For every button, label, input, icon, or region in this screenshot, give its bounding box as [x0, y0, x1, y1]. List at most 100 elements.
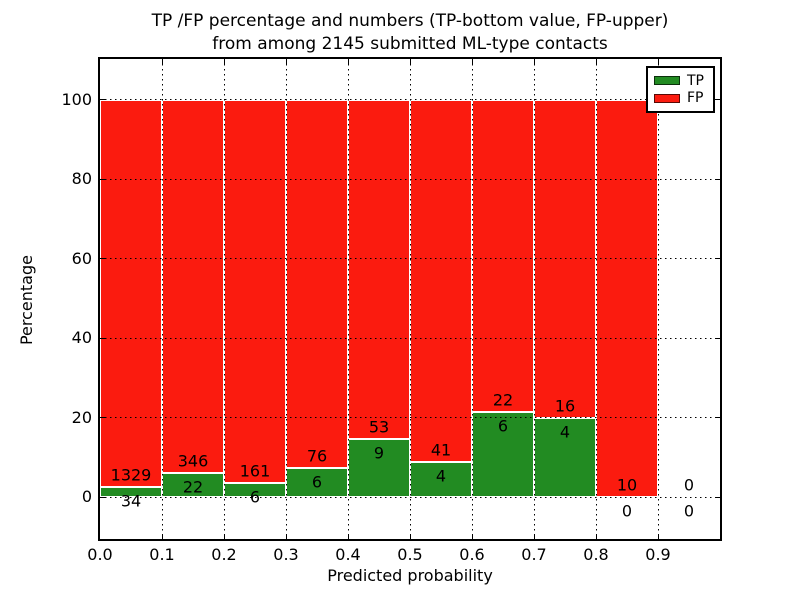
y-tick-mark-right [715, 337, 720, 339]
tp-count-label: 22 [182, 477, 204, 497]
y-gridline [100, 496, 720, 498]
x-tick-mark-top [595, 59, 597, 64]
y-tick-mark-left [100, 258, 105, 259]
bar-tp-segment [410, 461, 472, 497]
fp-count-label: 346 [177, 451, 209, 471]
x-gridline [657, 59, 659, 539]
x-tick-label: 0.0 [87, 545, 113, 564]
x-tick-mark-top [161, 59, 163, 64]
y-tick-mark-left [100, 417, 105, 418]
legend: TP FP [646, 66, 715, 113]
y-tick-mark-right [715, 178, 720, 180]
y-tick-mark-left [100, 496, 105, 498]
x-tick-mark-top [223, 59, 225, 64]
tp-count-label: 0 [621, 501, 633, 521]
x-tick-label: 0.1 [149, 545, 175, 564]
fp-count-label: 22 [492, 390, 514, 410]
x-tick-mark-bottom [347, 534, 349, 539]
bar-fp-segment [162, 99, 224, 474]
fp-count-label: 161 [239, 461, 271, 481]
y-tick-mark-left [100, 99, 105, 100]
bar-fp-segment [410, 99, 472, 462]
fp-count-label: 1329 [110, 465, 152, 485]
y-tick-mark-left [100, 178, 105, 180]
x-gridline [285, 59, 287, 539]
fp-count-label: 16 [554, 396, 576, 415]
x-gridline [409, 59, 411, 539]
bar-fp-segment [596, 99, 658, 497]
y-axis-label: Percentage [17, 255, 36, 346]
x-gridline [533, 59, 535, 539]
y-tick-label: 20 [71, 407, 92, 427]
bar-fp-segment [472, 99, 534, 412]
legend-label-fp: FP [687, 90, 704, 107]
x-gridline [347, 59, 349, 539]
y-tick-mark-right [715, 417, 720, 418]
tp-count-label: 6 [497, 416, 509, 436]
x-tick-label: 0.5 [397, 545, 423, 564]
fp-count-label: 0 [683, 475, 695, 495]
x-tick-mark-bottom [223, 534, 225, 539]
tp-count-label: 4 [559, 422, 571, 441]
x-axis-label: Predicted probability [327, 566, 493, 585]
bar-tp-segment [286, 467, 348, 497]
chart-title-line1: TP /FP percentage and numbers (TP-bottom… [151, 11, 669, 31]
bar-fp-segment [100, 99, 162, 488]
tp-count-label: 6 [249, 487, 261, 507]
bar-fp-segment [286, 99, 348, 468]
x-gridline [595, 59, 597, 539]
x-tick-mark-bottom [471, 534, 473, 539]
bar-tp-segment [534, 417, 596, 497]
x-tick-mark-top [533, 59, 535, 64]
x-tick-mark-top [409, 59, 411, 64]
x-tick-label: 0.8 [583, 545, 609, 564]
tp-count-label: 0 [683, 501, 695, 521]
y-gridline [100, 337, 720, 339]
x-tick-mark-bottom [409, 534, 411, 539]
y-tick-label: 0 [81, 487, 92, 506]
x-gridline [471, 59, 473, 539]
y-tick-mark-right [715, 496, 720, 498]
bar-tp-segment [348, 439, 410, 497]
x-tick-mark-top [471, 59, 473, 64]
y-gridline [100, 258, 720, 259]
x-tick-mark-bottom [595, 534, 597, 539]
legend-swatch-fp [654, 93, 680, 103]
x-tick-label: 0.9 [645, 545, 671, 564]
legend-entry-fp: FP [654, 91, 707, 105]
x-tick-label: 0.6 [459, 545, 485, 564]
fp-count-label: 10 [616, 475, 638, 495]
bar-fp-segment [224, 99, 286, 483]
bar-tp-segment [472, 411, 534, 497]
tp-count-label: 34 [120, 491, 142, 511]
x-tick-label: 0.3 [273, 545, 299, 564]
x-gridline [161, 59, 163, 539]
fp-count-label: 41 [430, 440, 452, 460]
x-gridline [223, 59, 225, 539]
chart-title: TP /FP percentage and numbers (TP-bottom… [100, 10, 720, 56]
y-tick-mark-right [715, 258, 720, 259]
x-tick-mark-top [347, 59, 349, 64]
legend-swatch-tp [654, 76, 680, 86]
x-tick-label: 0.4 [335, 545, 361, 564]
y-tick-mark-left [100, 337, 105, 339]
plot-area: TP FP 1329 34 346 22 161 6 76 6 53 9 41 4 22 6 16 4 10 0 0… [98, 57, 722, 541]
tp-count-label: 6 [311, 472, 323, 492]
chart-title-line2: from among 2145 submitted ML-type contac… [212, 34, 608, 54]
x-tick-mark-top [657, 59, 659, 64]
x-tick-mark-top [285, 59, 287, 64]
x-tick-mark-bottom [161, 534, 163, 539]
y-gridline [100, 99, 720, 100]
x-tick-label: 0.7 [521, 545, 547, 564]
y-gridline [100, 417, 720, 418]
tp-count-label: 4 [435, 466, 447, 486]
x-tick-mark-bottom [657, 534, 659, 539]
x-tick-label: 0.2 [211, 545, 237, 564]
y-gridline [100, 178, 720, 180]
y-tick-label: 60 [71, 248, 92, 268]
tp-count-label: 9 [373, 443, 385, 463]
y-tick-label: 100 [61, 89, 92, 109]
bar-fp-segment [348, 99, 410, 440]
y-tick-label: 80 [71, 169, 92, 188]
